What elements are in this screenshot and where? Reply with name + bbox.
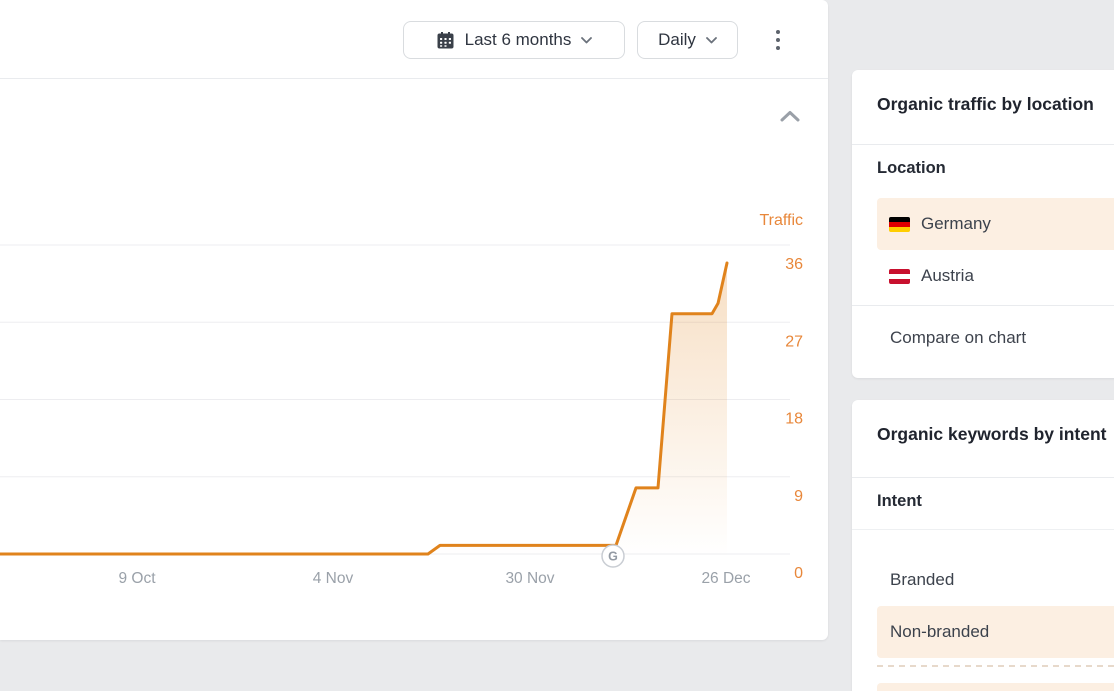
kebab-menu-icon[interactable] [763,21,793,59]
intent-row-label: Non-branded [890,622,990,641]
dashed-divider [877,665,1114,667]
date-range-dropdown[interactable]: Last 6 months [403,21,625,59]
chart-toolbar: Last 6 months Daily [0,0,828,79]
divider [852,144,1114,145]
location-row-germany[interactable]: Germany [877,198,1114,250]
organic-traffic-chart[interactable]: 36 27 18 9 0 Traffic 9 Oct 4 Nov 30 Nov 26 Dec G [0,79,828,609]
germany-flag [889,216,910,232]
granularity-label: Daily [658,30,696,49]
traffic-line [0,261,729,556]
y-tick-label: 9 [794,488,803,505]
intent-row-label: Branded [890,570,955,589]
intent-row-partial[interactable] [877,683,1114,691]
intent-row-branded[interactable]: Branded [877,557,1114,603]
calendar-icon [437,31,454,48]
x-tick-label: 9 Oct [118,570,156,587]
card-title: Organic keywords by intent [877,424,1107,444]
traffic-area-fill [0,263,727,557]
svg-text:G: G [608,550,618,564]
austria-flag [889,268,910,284]
compare-on-chart-link[interactable]: Compare on chart [890,328,1027,347]
y-tick-label: 27 [785,333,803,350]
card-title: Organic traffic by location [877,94,1094,114]
divider [852,529,1114,530]
organic-traffic-chart-card: Last 6 months Daily 36 27 18 9 0 Traffic 9 Oct… [0,0,828,640]
collapse-chart-button[interactable] [776,103,804,129]
chevron-down-icon [705,36,717,43]
chevron-up-icon [780,111,800,122]
x-tick-label: 4 Nov [313,570,354,587]
x-tick-label: 30 Nov [505,570,554,587]
organic-keywords-by-intent-card: Organic keywords by intent Intent Brande… [852,400,1114,691]
chevron-down-icon [581,36,593,43]
location-column-header: Location [877,159,946,177]
intent-row-non-branded[interactable]: Non-branded [877,606,1114,658]
google-update-marker[interactable]: G [601,544,625,568]
intent-column-header: Intent [877,492,922,510]
organic-traffic-by-location-card: Organic traffic by location Location Ger… [852,70,1114,378]
x-tick-label: 26 Dec [701,570,750,587]
granularity-dropdown[interactable]: Daily [637,21,738,59]
location-row-austria[interactable]: Austria [877,250,1114,302]
divider [852,305,1114,306]
y-tick-label: 36 [785,256,803,273]
y-axis-metric-label: Traffic [759,212,803,229]
date-range-label: Last 6 months [464,30,572,49]
location-row-label: Austria [921,266,974,285]
y-tick-label: 0 [794,565,803,582]
divider [852,477,1114,478]
location-row-label: Germany [921,214,991,233]
y-tick-label: 18 [785,411,803,428]
